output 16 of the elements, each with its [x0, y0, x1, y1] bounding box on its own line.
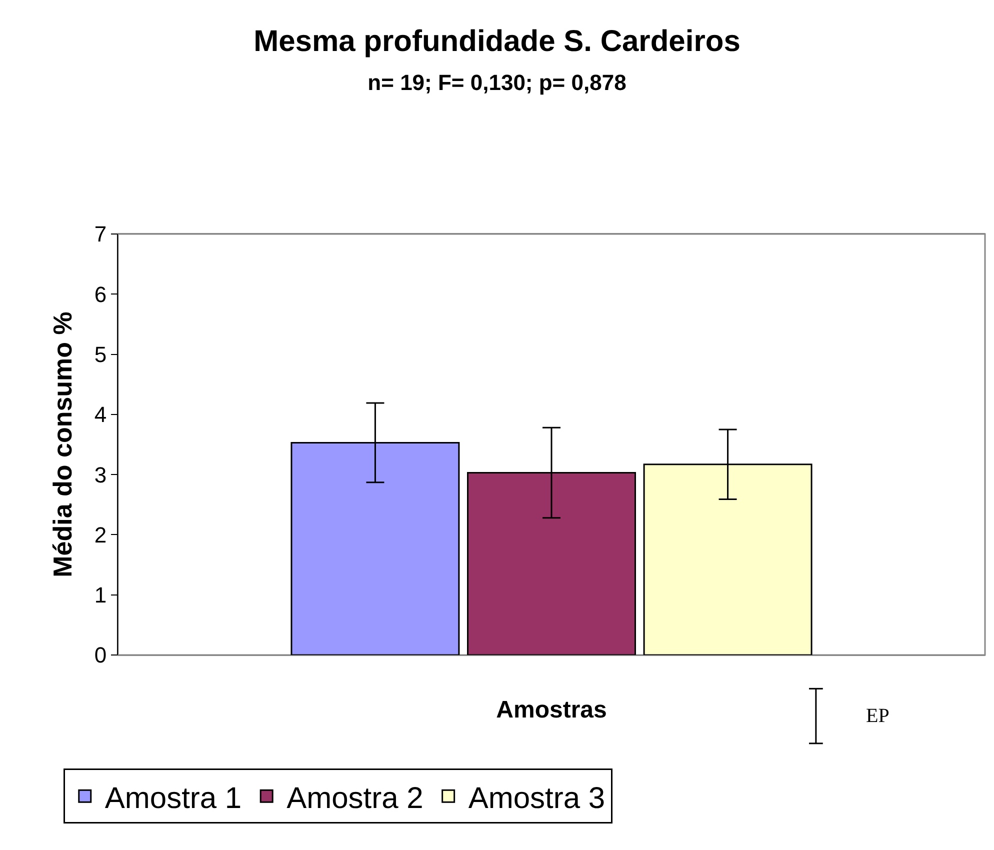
text: EP: [866, 705, 890, 727]
y-tick-label: 4: [94, 402, 107, 428]
y-tick-label: 2: [94, 522, 107, 548]
legend-label: Amostra 2: [286, 782, 424, 815]
x-axis-title: Amostras: [496, 696, 607, 724]
chart-title: Mesma profundidade S. Cardeiros: [254, 25, 740, 58]
legend-label: Amostra 1: [104, 782, 242, 815]
y-tick-label: 6: [94, 282, 107, 307]
legend-label: Amostra 3: [468, 782, 606, 815]
y-axis-title: Média do consumo %: [48, 312, 78, 578]
y-tick-label: 5: [94, 342, 107, 367]
y-tick-label: 1: [94, 582, 107, 608]
chart-subtitle: n= 19; F= 0,130; p= 0,878: [368, 70, 626, 95]
y-tick-label: 0: [94, 642, 107, 668]
y-tick-label: 7: [94, 222, 107, 247]
y-tick-label: 3: [94, 462, 107, 488]
